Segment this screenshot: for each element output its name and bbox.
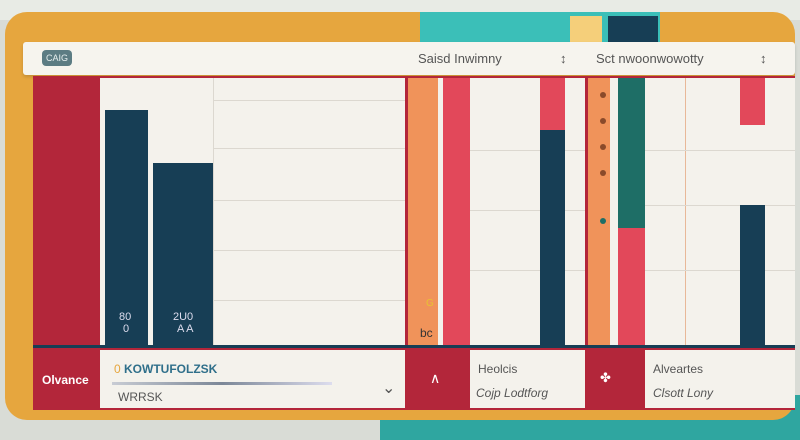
flower-icon[interactable]: ✤ — [600, 370, 611, 385]
gridline — [213, 148, 405, 149]
dot-icon — [600, 170, 606, 176]
strip-label: bc — [420, 326, 433, 340]
info-cell[interactable]: Alveartes Clsott Lony — [645, 350, 795, 408]
bar-label: A A — [177, 323, 194, 335]
navy-bar[interactable] — [540, 130, 565, 345]
divider — [685, 78, 686, 345]
gridline — [645, 270, 795, 271]
red-strip — [443, 78, 470, 345]
top-tab-navy — [608, 16, 658, 42]
gridline — [213, 200, 405, 201]
field-title: KOWTUFOLZSK — [124, 362, 218, 376]
bar-label: 80 — [119, 311, 132, 323]
cell-title: Heolcis — [478, 362, 518, 376]
bar-label: 2U0 — [173, 311, 194, 323]
field-value: WRRSK — [118, 390, 163, 404]
orange-strip: G bc — [408, 78, 438, 345]
column-title-right[interactable]: Sct nwoonwowotty — [596, 51, 704, 66]
bar[interactable]: 80 0 — [105, 110, 148, 345]
divider — [213, 78, 214, 345]
dot-icon — [600, 218, 606, 224]
cell-value: Cojp Lodtforg — [476, 386, 549, 400]
gridline — [213, 300, 405, 301]
navy-bar[interactable] — [740, 205, 765, 345]
field-underline — [112, 382, 332, 385]
sort-icon[interactable]: ↕ — [760, 51, 767, 66]
field-prefix: 0 — [114, 362, 121, 376]
gridline — [645, 205, 795, 206]
chevron-down-icon[interactable]: ⌄ — [382, 380, 396, 397]
info-cell[interactable]: Heolcis Cojp Lodtforg — [470, 350, 585, 408]
red-strip — [618, 228, 645, 345]
red-bar[interactable] — [740, 78, 765, 125]
gridline — [470, 150, 585, 151]
gridline — [470, 270, 585, 271]
cell-value: Clsott Lony — [653, 386, 714, 400]
dot-icon — [600, 92, 606, 98]
top-tab-yellow — [570, 16, 602, 42]
sort-icon[interactable]: ↕ — [560, 51, 567, 66]
red-bar[interactable] — [540, 78, 565, 130]
gridline — [470, 210, 585, 211]
select-field[interactable]: 0 KOWTUFOLZSK WRRSK ⌄ — [100, 350, 405, 408]
column-title-left[interactable]: Saisd Inwimny — [418, 51, 502, 66]
gridline — [213, 250, 405, 251]
dot-icon — [600, 118, 606, 124]
bar-label: 0 — [123, 323, 130, 335]
divider — [33, 345, 795, 348]
header-bar — [23, 42, 795, 75]
bar[interactable]: 2U0 A A — [153, 163, 213, 345]
gridline — [213, 100, 405, 101]
teal-strip — [618, 78, 645, 228]
footer-label: Olvance — [42, 373, 89, 387]
cell-title: Alveartes — [653, 362, 704, 376]
caret-up-icon[interactable]: ∧ — [430, 370, 441, 386]
dot-icon — [600, 144, 606, 150]
strip-label: G — [426, 298, 434, 309]
header-badge[interactable]: CAIG — [42, 50, 72, 66]
orange-strip — [588, 78, 610, 345]
gridline — [645, 150, 795, 151]
